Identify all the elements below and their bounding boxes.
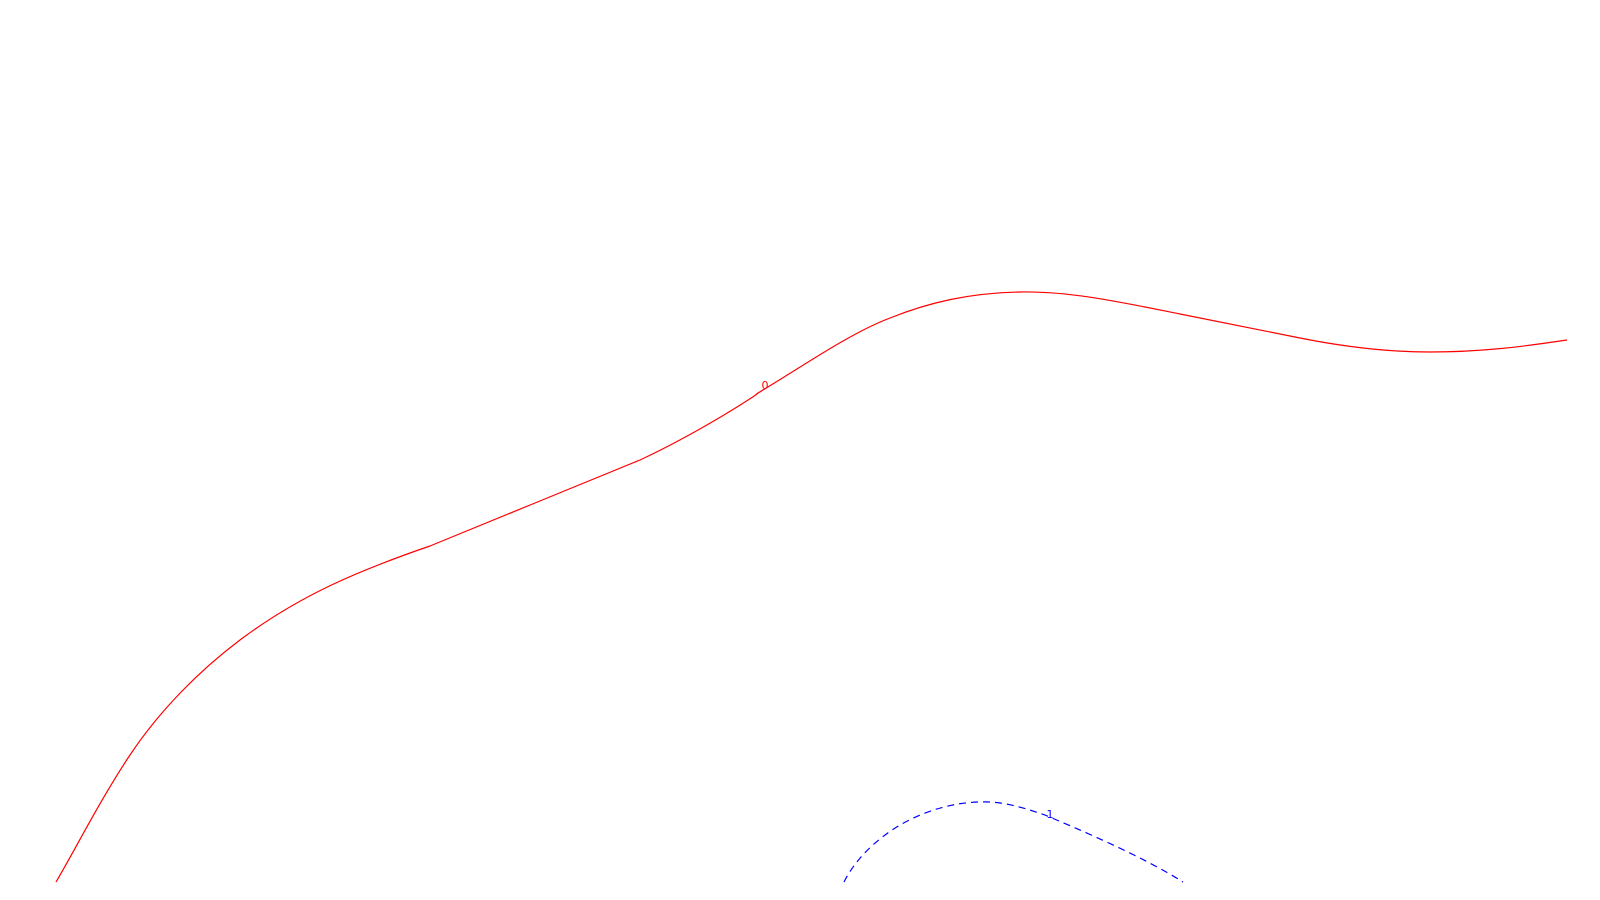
contour-label-level-1: 1 [1047, 808, 1054, 821]
contour-label-level-0: 0 [762, 379, 769, 392]
contour-line-level-0 [55, 291, 1568, 883]
